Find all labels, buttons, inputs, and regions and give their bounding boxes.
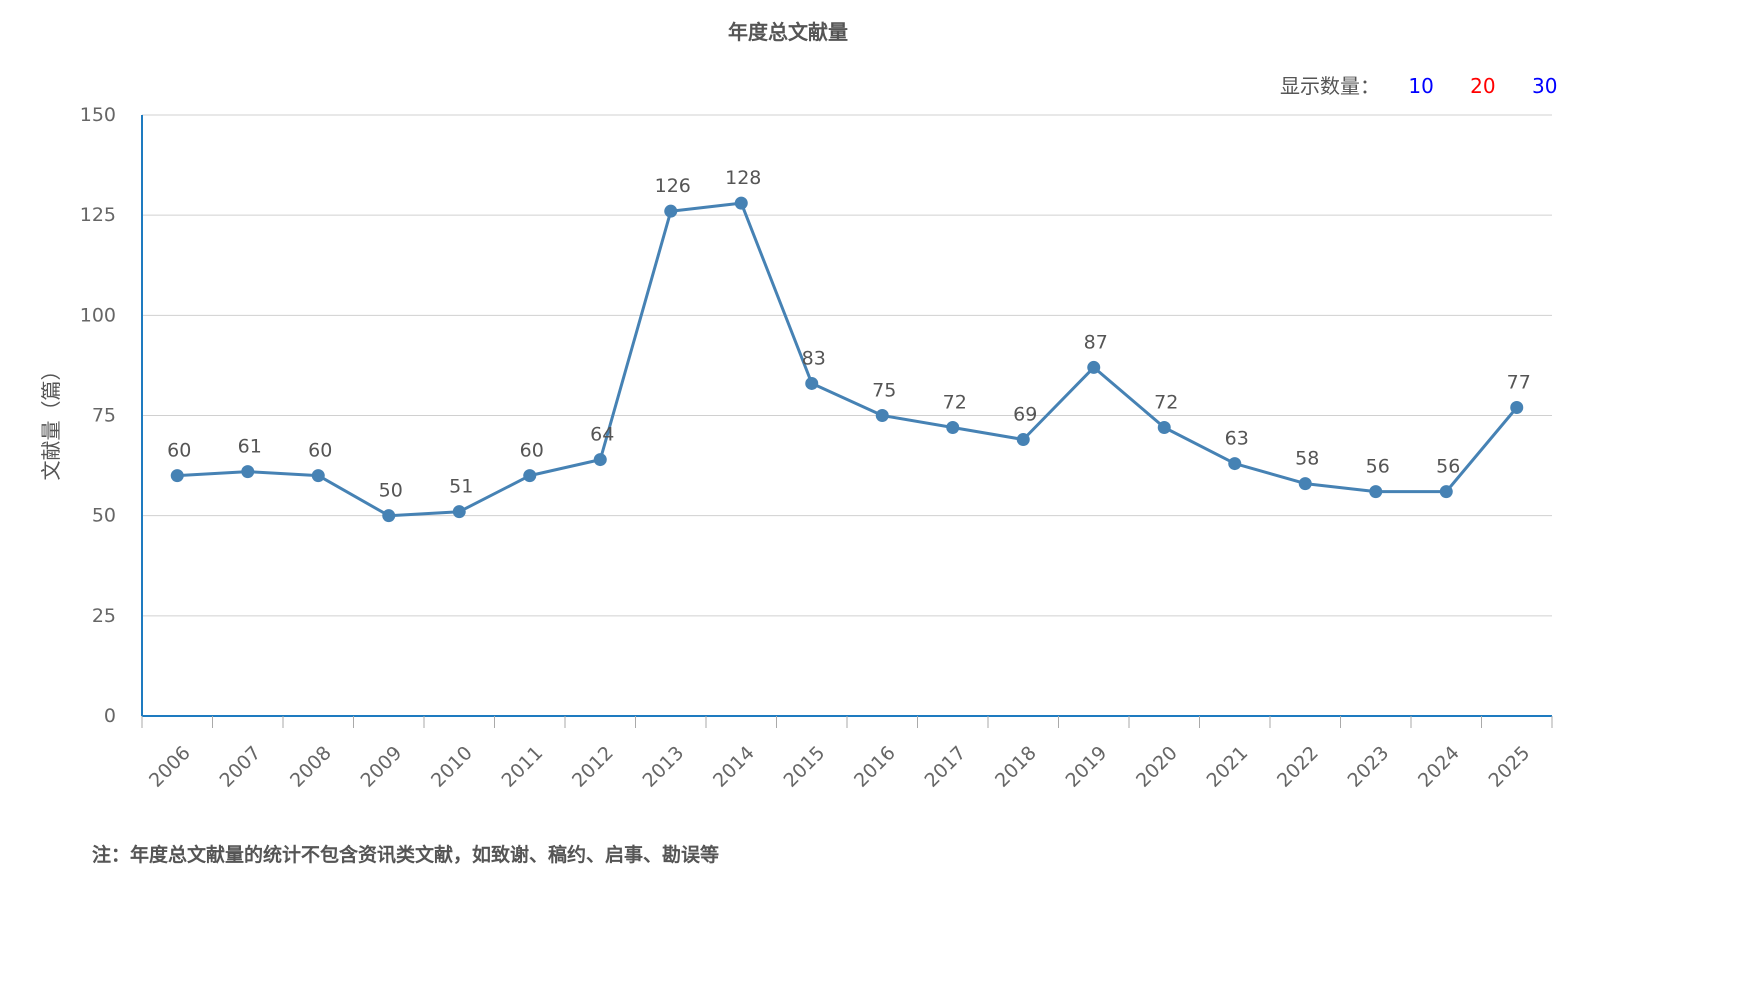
data-label: 83	[802, 347, 826, 369]
y-axis-title: 文献量（篇）	[39, 361, 63, 481]
data-point[interactable]	[452, 505, 466, 519]
x-tick-label: 2022	[1273, 742, 1323, 792]
x-tick-label: 2014	[709, 742, 759, 792]
x-tick-label: 2012	[568, 742, 618, 792]
data-point[interactable]	[1087, 360, 1101, 374]
data-label: 58	[1295, 448, 1319, 470]
data-label: 51	[449, 476, 473, 498]
x-tick-label: 2015	[780, 742, 830, 792]
y-tick-label: 25	[92, 605, 116, 627]
data-label: 77	[1507, 371, 1531, 393]
x-tick-label: 2021	[1203, 742, 1253, 792]
footnote: 注：年度总文献量的统计不包含资讯类文献，如致谢、稿约、启事、勘误等	[92, 844, 720, 866]
data-point[interactable]	[1016, 433, 1030, 447]
data-point[interactable]	[311, 469, 325, 483]
data-point[interactable]	[170, 469, 184, 483]
data-point[interactable]	[241, 465, 255, 479]
y-tick-label: 75	[92, 405, 116, 427]
data-label: 61	[238, 436, 262, 458]
x-tick-label: 2013	[639, 742, 689, 792]
y-tick-label: 0	[104, 705, 116, 727]
data-label: 87	[1084, 331, 1108, 353]
x-tick-label: 2020	[1132, 742, 1182, 792]
display-count-option-20[interactable]: 20	[1470, 74, 1496, 98]
data-label: 60	[167, 440, 191, 462]
data-labels: 60 61 60 50 51 60 64 126 128 83 75 72 69 87 72 63 58 56 56…	[167, 167, 1531, 502]
data-point[interactable]	[805, 376, 819, 390]
chart-title: 年度总文献量	[728, 20, 848, 44]
data-label: 72	[943, 392, 967, 414]
display-count-option-10[interactable]: 10	[1408, 74, 1434, 98]
data-label: 60	[308, 440, 332, 462]
data-label: 64	[590, 424, 614, 446]
data-label: 50	[379, 480, 403, 502]
x-tick-label: 2010	[427, 742, 477, 792]
y-tick-label: 125	[80, 204, 116, 226]
x-tick-label: 2023	[1344, 742, 1394, 792]
grid-lines	[142, 114, 1552, 617]
data-point[interactable]	[664, 204, 678, 218]
x-tick-label: 2011	[498, 742, 548, 792]
data-point[interactable]	[1228, 457, 1242, 471]
data-points	[170, 196, 1524, 523]
y-tick-label: 50	[92, 505, 116, 527]
x-tick-label: 2019	[1062, 742, 1112, 792]
x-tick-label: 2018	[991, 742, 1041, 792]
data-label: 56	[1436, 456, 1460, 478]
data-point[interactable]	[1298, 477, 1312, 491]
series-line-layer	[177, 201, 1518, 518]
data-label: 128	[725, 167, 761, 189]
y-tick-label: 150	[80, 104, 116, 126]
data-label: 72	[1154, 392, 1178, 414]
data-label: 126	[655, 175, 691, 197]
display-count-label: 显示数量：	[1280, 74, 1380, 98]
axes: 0 25 50 75 100 125 150 2006 2007 2008 2009 2010 2011…	[80, 104, 1553, 792]
data-label: 69	[1013, 404, 1037, 426]
data-label: 56	[1366, 456, 1390, 478]
display-count-selector: 显示数量： 10 20 30	[1280, 70, 1557, 99]
data-point[interactable]	[875, 409, 889, 422]
x-tick-label: 2016	[850, 742, 900, 792]
data-label: 60	[520, 440, 544, 462]
data-label: 63	[1225, 428, 1249, 450]
x-tick-label: 2008	[286, 742, 336, 792]
data-point[interactable]	[1439, 485, 1453, 499]
series-line	[177, 201, 1518, 518]
data-point[interactable]	[523, 469, 537, 483]
x-tick-label: 2007	[216, 742, 266, 792]
x-tick-label: 2006	[145, 742, 195, 792]
y-tick-label: 100	[80, 304, 116, 326]
x-tick-label: 2025	[1485, 742, 1535, 792]
data-point[interactable]	[946, 421, 960, 435]
data-label: 75	[872, 380, 896, 402]
data-point[interactable]	[1369, 485, 1383, 499]
data-point[interactable]	[1157, 421, 1171, 435]
data-point[interactable]	[593, 453, 607, 467]
data-point[interactable]	[734, 196, 748, 210]
data-point[interactable]	[1510, 400, 1524, 414]
x-tick-label: 2009	[357, 742, 407, 792]
data-point[interactable]	[382, 509, 396, 523]
x-tick-label: 2017	[921, 742, 971, 792]
display-count-option-30[interactable]: 30	[1531, 74, 1558, 98]
x-tick-label: 2024	[1414, 742, 1464, 792]
